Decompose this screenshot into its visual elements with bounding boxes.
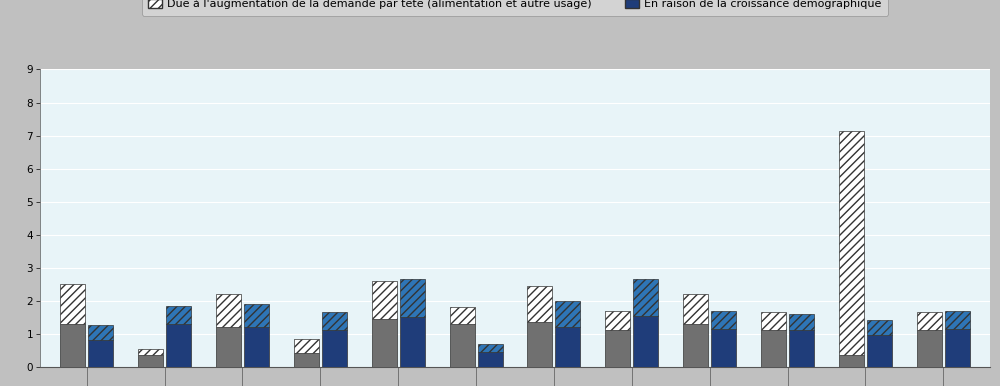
Bar xyxy=(138,355,163,367)
Bar xyxy=(683,294,708,324)
Bar xyxy=(839,130,864,355)
Bar xyxy=(789,314,814,330)
Bar xyxy=(216,294,241,327)
Bar xyxy=(761,330,786,367)
Bar xyxy=(138,349,163,355)
Bar xyxy=(88,325,113,340)
Bar xyxy=(761,312,786,330)
Bar xyxy=(88,340,113,367)
Bar xyxy=(244,304,269,327)
Bar xyxy=(60,284,85,324)
Bar xyxy=(867,320,892,335)
Bar xyxy=(917,330,942,367)
Bar xyxy=(322,312,347,330)
Bar xyxy=(527,286,552,322)
Bar xyxy=(478,352,503,367)
Bar xyxy=(867,335,892,367)
Bar xyxy=(633,279,658,315)
Legend: Due à l'augmentation de la demande par tête (alimentation et autre usage), En ra: Due à l'augmentation de la demande par t… xyxy=(142,0,888,16)
Bar xyxy=(633,315,658,367)
Bar xyxy=(216,327,241,367)
Bar xyxy=(917,312,942,330)
Bar xyxy=(839,355,864,367)
Bar xyxy=(605,330,630,367)
Bar xyxy=(372,281,397,319)
Bar xyxy=(60,324,85,367)
Bar xyxy=(605,311,630,330)
Bar xyxy=(400,317,425,367)
Bar xyxy=(244,327,269,367)
Bar xyxy=(555,301,580,327)
Bar xyxy=(711,311,736,329)
Bar xyxy=(711,329,736,367)
Bar xyxy=(166,324,191,367)
Bar xyxy=(683,324,708,367)
Bar xyxy=(400,279,425,317)
Bar xyxy=(555,327,580,367)
Bar xyxy=(945,329,970,367)
Bar xyxy=(166,306,191,324)
Bar xyxy=(450,324,475,367)
Bar xyxy=(945,311,970,329)
Bar xyxy=(527,322,552,367)
Bar xyxy=(322,330,347,367)
Bar xyxy=(478,344,503,352)
Bar xyxy=(789,330,814,367)
Bar xyxy=(450,307,475,324)
Bar xyxy=(294,354,319,367)
Bar xyxy=(372,319,397,367)
Bar xyxy=(294,339,319,354)
